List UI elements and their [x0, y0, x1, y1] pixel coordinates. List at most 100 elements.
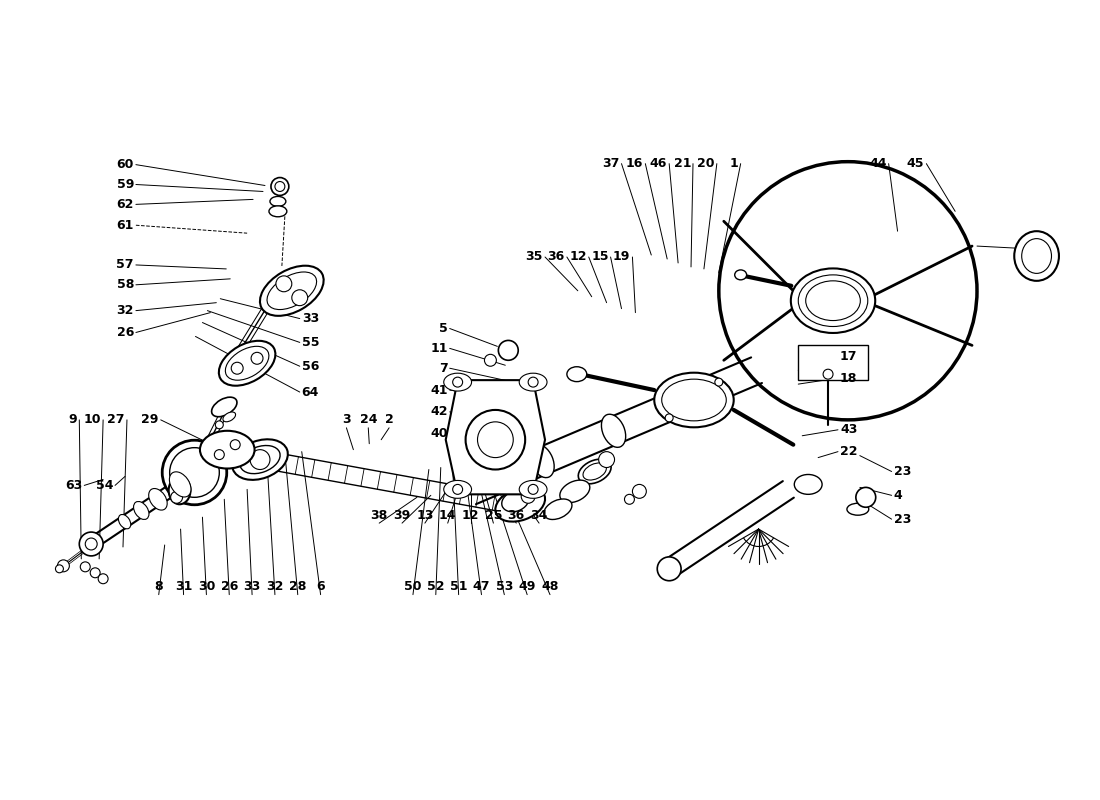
Text: 43: 43: [840, 423, 857, 436]
Text: 61: 61: [117, 218, 134, 232]
Circle shape: [271, 178, 289, 195]
Text: 30: 30: [198, 580, 216, 593]
Circle shape: [79, 532, 103, 556]
Ellipse shape: [794, 474, 822, 494]
Ellipse shape: [211, 397, 236, 417]
Circle shape: [57, 560, 69, 572]
Ellipse shape: [560, 480, 590, 502]
Text: 26: 26: [117, 326, 134, 339]
Ellipse shape: [443, 373, 472, 391]
Ellipse shape: [162, 440, 227, 505]
Circle shape: [453, 377, 463, 387]
Text: 21: 21: [673, 157, 691, 170]
Ellipse shape: [270, 206, 287, 217]
Text: 33: 33: [243, 580, 261, 593]
Ellipse shape: [270, 197, 286, 206]
Text: 16: 16: [626, 157, 644, 170]
Circle shape: [521, 490, 535, 503]
Text: 64: 64: [301, 386, 319, 398]
Ellipse shape: [1014, 231, 1059, 281]
Text: 1: 1: [730, 157, 739, 170]
Text: 14: 14: [439, 509, 456, 522]
Text: 42: 42: [430, 406, 448, 418]
Text: 49: 49: [518, 580, 536, 593]
Circle shape: [666, 414, 673, 422]
Ellipse shape: [200, 430, 254, 469]
Ellipse shape: [519, 373, 547, 391]
Text: 45: 45: [906, 157, 924, 170]
Circle shape: [214, 450, 224, 459]
Circle shape: [90, 568, 100, 578]
Circle shape: [658, 557, 681, 581]
Circle shape: [528, 485, 538, 494]
Circle shape: [250, 450, 270, 470]
Text: 53: 53: [496, 580, 513, 593]
Circle shape: [632, 485, 647, 498]
Circle shape: [498, 341, 518, 360]
Text: 32: 32: [266, 580, 284, 593]
Circle shape: [465, 410, 525, 470]
Text: 13: 13: [416, 509, 433, 522]
Text: 56: 56: [301, 360, 319, 373]
Circle shape: [823, 370, 833, 379]
Ellipse shape: [530, 445, 554, 478]
Circle shape: [55, 565, 64, 573]
Ellipse shape: [240, 446, 280, 474]
Ellipse shape: [654, 373, 734, 427]
Circle shape: [251, 352, 263, 364]
Text: 26: 26: [221, 580, 238, 593]
Text: 57: 57: [117, 258, 134, 271]
Text: 18: 18: [840, 372, 857, 385]
Ellipse shape: [583, 463, 606, 480]
Text: 9: 9: [68, 414, 77, 426]
Ellipse shape: [543, 499, 572, 519]
Ellipse shape: [673, 384, 697, 417]
Circle shape: [715, 378, 723, 386]
Text: 24: 24: [360, 414, 377, 426]
Ellipse shape: [1022, 238, 1052, 274]
Ellipse shape: [662, 379, 726, 421]
Text: 47: 47: [473, 580, 491, 593]
Text: 17: 17: [840, 350, 858, 363]
Text: 12: 12: [569, 250, 586, 263]
Text: 51: 51: [450, 580, 468, 593]
Text: 23: 23: [893, 465, 911, 478]
Text: 37: 37: [602, 157, 619, 170]
Circle shape: [598, 452, 615, 467]
Text: 25: 25: [485, 509, 502, 522]
Circle shape: [80, 562, 90, 572]
Text: 7: 7: [439, 362, 448, 374]
Circle shape: [98, 574, 108, 584]
Ellipse shape: [519, 481, 547, 498]
Text: 4: 4: [893, 489, 902, 502]
Circle shape: [276, 276, 292, 292]
Ellipse shape: [169, 472, 191, 497]
Text: 34: 34: [530, 509, 548, 522]
Text: 22: 22: [840, 445, 858, 458]
Text: 36: 36: [548, 250, 565, 263]
Ellipse shape: [226, 346, 268, 380]
Ellipse shape: [169, 448, 219, 498]
Text: 33: 33: [301, 312, 319, 325]
Circle shape: [275, 182, 285, 191]
Ellipse shape: [219, 341, 275, 386]
Ellipse shape: [223, 412, 235, 422]
Text: 40: 40: [430, 427, 448, 440]
Text: 15: 15: [591, 250, 608, 263]
Text: 20: 20: [697, 157, 715, 170]
Text: 58: 58: [117, 278, 134, 291]
Ellipse shape: [791, 269, 876, 333]
Circle shape: [625, 494, 635, 504]
Text: 55: 55: [301, 336, 319, 349]
Circle shape: [231, 362, 243, 374]
Text: 11: 11: [430, 342, 448, 355]
Text: 44: 44: [869, 157, 887, 170]
Text: 10: 10: [84, 414, 101, 426]
Ellipse shape: [495, 487, 546, 522]
Ellipse shape: [260, 266, 323, 316]
Ellipse shape: [168, 477, 190, 504]
Text: 32: 32: [117, 304, 134, 317]
Circle shape: [484, 354, 496, 366]
Ellipse shape: [148, 489, 167, 510]
Ellipse shape: [232, 439, 288, 480]
